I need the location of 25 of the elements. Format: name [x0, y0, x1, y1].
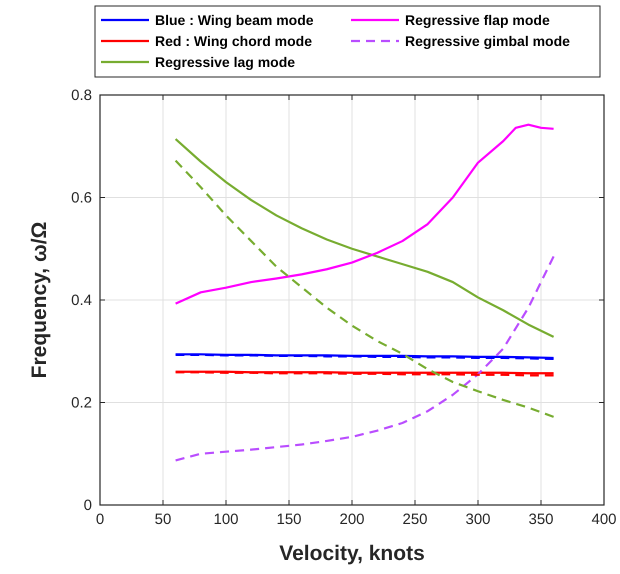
- legend-label: Red : Wing chord mode: [155, 33, 312, 49]
- x-tick-label: 350: [528, 511, 554, 528]
- x-tick-label: 300: [465, 511, 491, 528]
- line-series: [174, 138, 555, 338]
- y-tick-label: 0.4: [71, 292, 92, 309]
- x-tick-label: 50: [154, 511, 172, 528]
- y-tick-label: 0.6: [71, 190, 92, 206]
- x-tick-label: 400: [591, 511, 617, 528]
- x-axis-title: Velocity, knots: [279, 542, 425, 565]
- line-series: [174, 124, 555, 305]
- legend-label: Regressive lag mode: [155, 54, 296, 70]
- y-tick-label: 0: [84, 497, 92, 514]
- y-tick-label: 0.2: [71, 394, 92, 412]
- legend-label: Regressive gimbal mode: [405, 33, 570, 49]
- legend-label: Regressive flap mode: [405, 12, 550, 28]
- x-tick-label: 150: [276, 511, 302, 528]
- line-series: [174, 255, 555, 462]
- legend-label: Blue : Wing beam mode: [155, 12, 314, 28]
- line-series: [174, 160, 555, 418]
- x-tick-label: 100: [213, 511, 239, 528]
- x-tick-label: 0: [96, 511, 104, 528]
- x-tick-label: 250: [402, 511, 428, 528]
- y-axis-title: Frequency, ω/Ω: [28, 222, 51, 378]
- x-tick-label: 200: [339, 511, 365, 528]
- y-tick-label: 0.8: [71, 87, 92, 104]
